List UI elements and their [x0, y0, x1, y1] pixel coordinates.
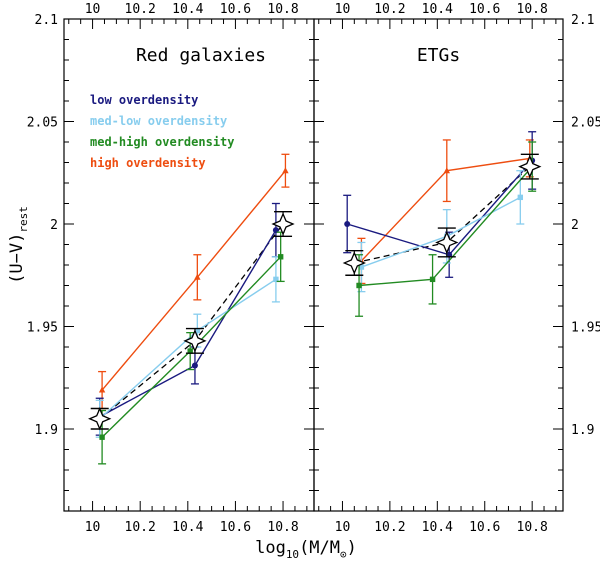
legend-entry: low overdensity: [90, 93, 198, 107]
x-tick-label: 10: [85, 520, 101, 535]
x-tick-label-top: 10: [85, 2, 101, 17]
x-axis-title: log10(M/M⊙): [255, 538, 357, 561]
panel-1: 10 10 10.2 10.2 10.4 10.4 10.6 10.6 10.8 10.8 1.9 1…: [27, 2, 315, 535]
panels: 10 10 10.2 10.2 10.4 10.4 10.6 10.6 10.8 10.8 1.9 1…: [27, 2, 600, 535]
legend: low overdensity med-low overdensity med-hi…: [90, 93, 235, 170]
x-tick-label: 10.6: [469, 520, 500, 535]
legend-entry: med-high overdensity: [90, 135, 235, 149]
x-tick-label-top: 10.6: [220, 2, 251, 17]
data-point: [356, 282, 362, 289]
data-point: [282, 167, 289, 174]
x-tick-label-top: 10: [335, 2, 351, 17]
stacked-star-point: [271, 212, 295, 236]
data-point: [277, 254, 284, 260]
x-tick-label-top: 10.2: [374, 2, 405, 17]
panel-2: 10 10 10.2 10.2 10.4 10.4 10.6 10.6 10.8 10.8 1.9 1…: [313, 2, 600, 535]
x-tick-label-top: 10.4: [172, 2, 203, 17]
legend-entry: med-low overdensity: [90, 114, 227, 128]
x-tick-label: 10: [335, 520, 351, 535]
y-tick-label: 1.95: [27, 321, 58, 336]
x-tick-label-top: 10.8: [267, 2, 298, 17]
x-tick-label-top: 10.2: [125, 2, 156, 17]
data-point: [443, 167, 450, 174]
x-tick-label: 10.6: [220, 520, 251, 535]
x-tick-label: 10.4: [172, 520, 203, 535]
x-tick-label-top: 10.6: [469, 2, 500, 17]
stacked-star-point: [342, 251, 366, 275]
x-tick-label: 10.4: [422, 520, 453, 535]
x-tick-label-top: 10.4: [422, 2, 453, 17]
data-point: [187, 348, 193, 354]
y-tick-label-right: 2: [571, 218, 579, 233]
data-point: [344, 221, 351, 227]
panel-title: ETGs: [417, 45, 460, 66]
data-point: [358, 264, 365, 270]
x-tick-label: 10.8: [517, 520, 548, 535]
y-tick-label: 2.05: [27, 116, 58, 131]
y-tick-label-right: 2.05: [571, 116, 600, 131]
x-tick-label-top: 10.8: [517, 2, 548, 17]
data-point: [429, 276, 436, 283]
data-point: [98, 386, 106, 393]
y-tick-label: 1.9: [35, 423, 58, 438]
stacked-star-point: [88, 407, 112, 431]
x-tick-label: 10.2: [374, 520, 405, 535]
y-tick-label-right: 1.9: [571, 423, 594, 438]
legend-entry: high overdensity: [90, 156, 206, 170]
x-tick-label: 10.8: [267, 520, 298, 535]
data-point: [191, 362, 198, 369]
stacked-star-point: [518, 154, 542, 179]
x-tick-label: 10.2: [125, 520, 156, 535]
data-point: [99, 434, 105, 440]
axis-labels: (U−V)rest log10(M/M⊙): [7, 206, 357, 561]
y-tick-label-right: 2.1: [571, 13, 594, 28]
panel-title: Red galaxies: [136, 45, 266, 66]
y-tick-label-right: 1.95: [571, 321, 600, 336]
stacked-star-point: [435, 230, 459, 255]
stacked-star-point: [183, 329, 207, 353]
data-point: [273, 276, 279, 283]
y-tick-label: 2: [50, 218, 58, 233]
y-axis-title: (U−V)rest: [7, 206, 30, 284]
data-point: [517, 194, 524, 201]
y-tick-label: 2.1: [35, 13, 58, 28]
data-point: [194, 327, 201, 334]
data-point: [194, 273, 201, 280]
